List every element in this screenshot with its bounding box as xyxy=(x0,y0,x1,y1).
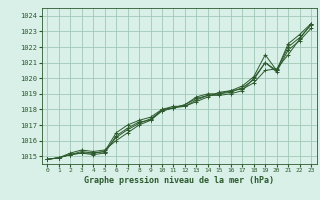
X-axis label: Graphe pression niveau de la mer (hPa): Graphe pression niveau de la mer (hPa) xyxy=(84,176,274,185)
